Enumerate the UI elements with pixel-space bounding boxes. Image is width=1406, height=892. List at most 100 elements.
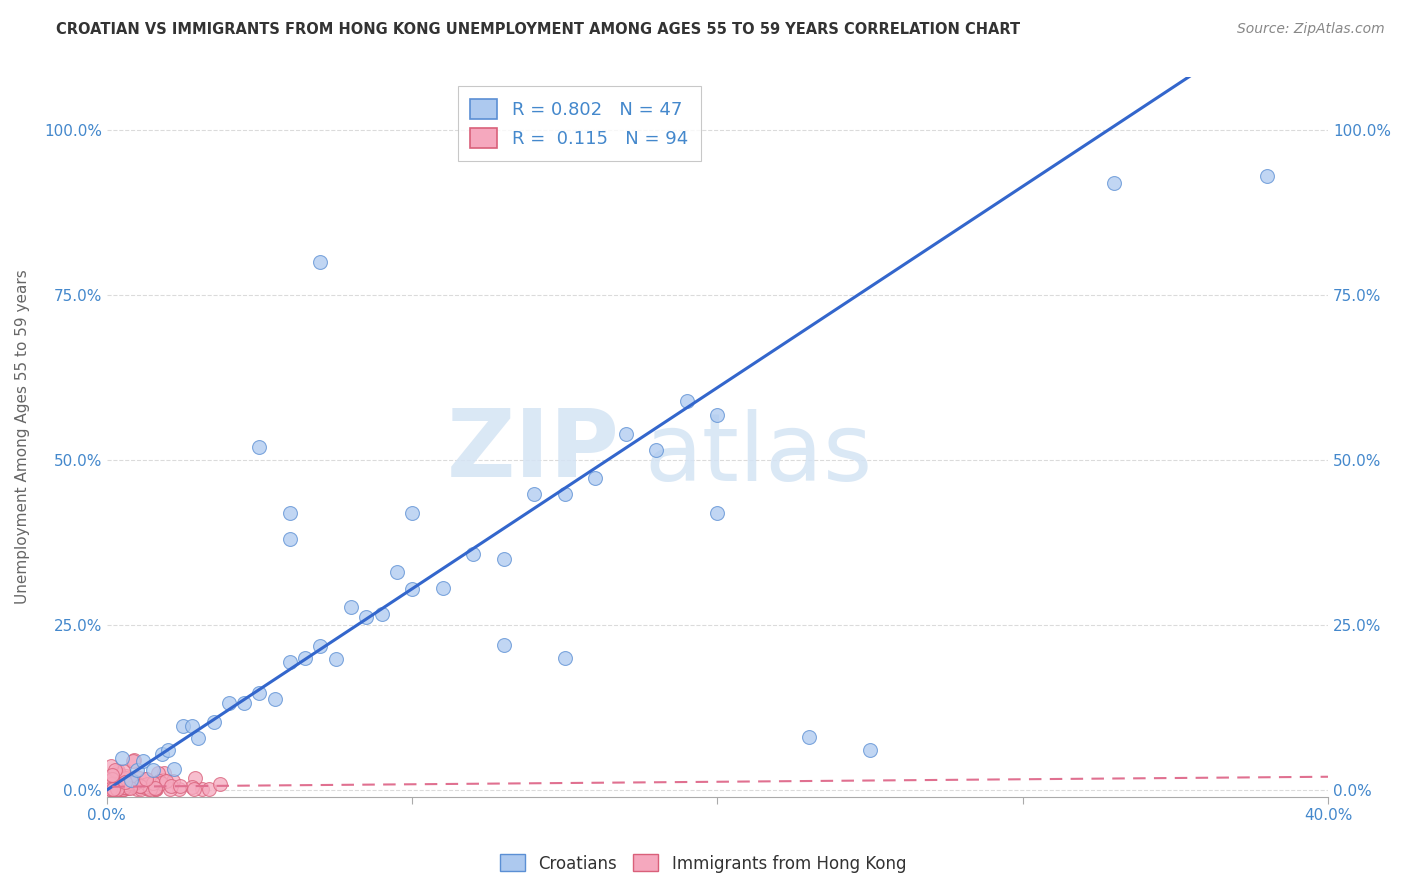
Text: ZIP: ZIP [447,406,620,498]
Point [107,764,129,779]
Point [128,771,150,785]
Point [554,651,576,665]
Point [278,506,301,520]
Point [159,781,181,796]
Point [583,471,606,485]
Point [112,782,135,797]
Point [100,759,122,773]
Point [135,772,157,786]
Point [159,779,181,793]
Point [401,582,423,597]
Point [614,426,637,441]
Point [156,743,179,757]
Point [131,780,153,795]
Point [145,781,167,796]
Point [523,487,546,501]
Point [172,719,194,733]
Point [135,772,157,787]
Y-axis label: Unemployment Among Ages 55 to 59 years: Unemployment Among Ages 55 to 59 years [15,269,30,605]
Point [98,782,121,797]
Point [181,719,204,733]
Point [198,782,221,797]
Legend: R = 0.802   N = 47, R =  0.115   N = 94: R = 0.802 N = 47, R = 0.115 N = 94 [458,87,700,161]
Point [554,486,576,500]
Point [463,547,485,561]
Point [145,782,167,797]
Point [127,782,149,797]
Point [181,780,204,794]
Point [128,779,150,793]
Point [278,533,301,547]
Point [122,753,145,767]
Point [118,775,141,789]
Point [115,780,138,795]
Point [202,714,225,729]
Point [141,780,163,794]
Point [163,762,186,776]
Point [263,691,285,706]
Text: Source: ZipAtlas.com: Source: ZipAtlas.com [1237,22,1385,37]
Point [101,768,124,782]
Point [148,773,170,788]
Point [184,772,207,786]
Point [645,442,668,457]
Point [104,781,127,796]
Point [187,731,209,745]
Point [134,778,156,792]
Point [706,408,728,422]
Point [118,780,141,794]
Point [98,777,121,791]
Point [118,778,141,792]
Point [143,781,166,796]
Text: CROATIAN VS IMMIGRANTS FROM HONG KONG UNEMPLOYMENT AMONG AGES 55 TO 59 YEARS COR: CROATIAN VS IMMIGRANTS FROM HONG KONG UN… [56,22,1021,37]
Point [146,766,169,780]
Point [111,778,134,792]
Point [100,777,122,791]
Point [124,775,146,789]
Point [294,650,316,665]
Point [112,782,135,797]
Point [134,780,156,794]
Point [114,778,136,792]
Point [129,781,152,796]
Point [150,747,173,761]
Point [98,780,121,794]
Point [100,780,122,795]
Point [218,696,240,710]
Point [100,770,122,784]
Point [101,782,124,797]
Point [149,776,172,790]
Point [105,782,128,797]
Point [706,506,728,520]
Point [132,780,155,794]
Point [103,782,125,797]
Point [120,775,142,789]
Point [122,754,145,768]
Point [114,777,136,791]
Point [98,782,121,797]
Point [100,781,122,796]
Point [107,767,129,781]
Point [115,779,138,793]
Point [492,638,515,652]
Point [370,607,392,621]
Point [112,782,135,797]
Point [142,764,165,778]
Text: atlas: atlas [644,409,872,501]
Point [183,782,205,797]
Point [432,581,454,595]
Point [110,779,132,793]
Point [249,440,271,454]
Point [859,743,882,757]
Point [114,775,136,789]
Point [169,779,191,793]
Point [132,754,155,768]
Point [309,639,332,653]
Point [98,781,121,796]
Point [155,773,177,788]
Point [401,506,423,520]
Point [145,781,167,796]
Point [120,773,142,788]
Point [278,655,301,669]
Point [139,782,162,797]
